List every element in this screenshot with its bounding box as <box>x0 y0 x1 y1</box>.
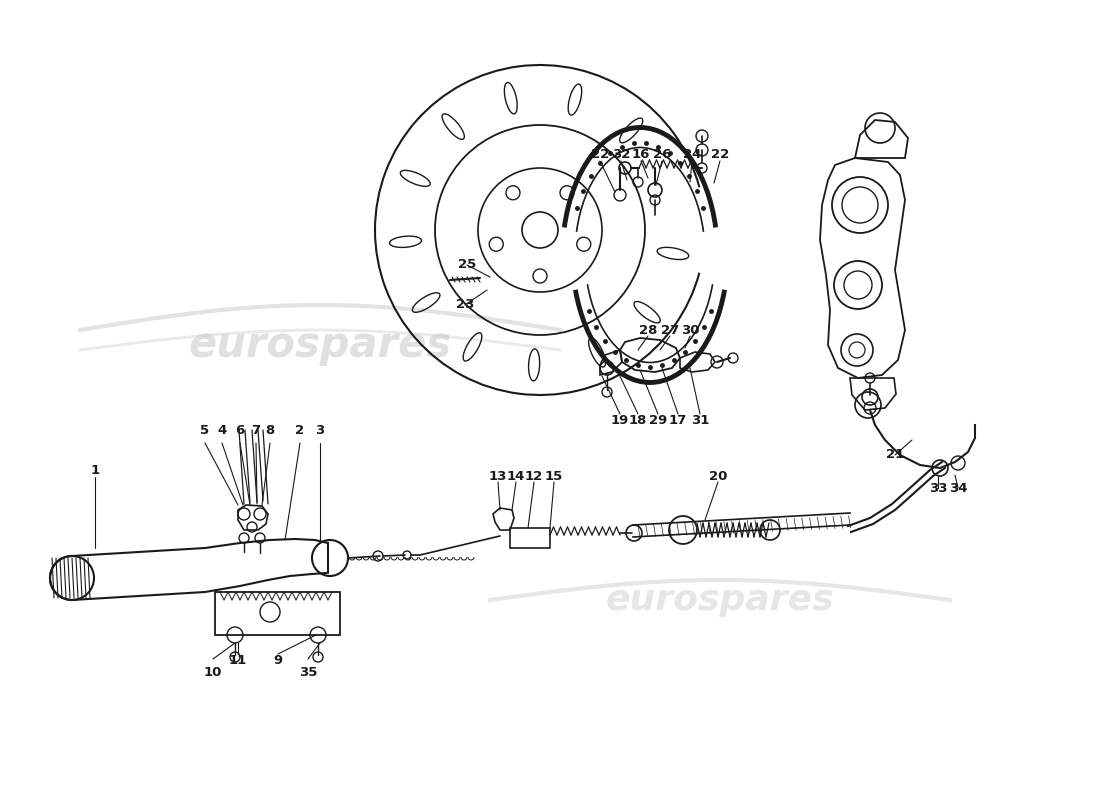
Text: 1: 1 <box>90 463 100 477</box>
Text: 9: 9 <box>274 654 283 666</box>
Text: 19: 19 <box>610 414 629 426</box>
Text: 6: 6 <box>235 423 244 437</box>
Text: eurospares: eurospares <box>188 324 452 366</box>
Text: 17: 17 <box>669 414 688 426</box>
Text: 29: 29 <box>649 414 667 426</box>
Text: 16: 16 <box>631 149 650 162</box>
Text: 15: 15 <box>544 470 563 482</box>
Text: 22: 22 <box>591 149 609 162</box>
Text: 14: 14 <box>507 470 525 482</box>
Text: eurospares: eurospares <box>606 583 834 617</box>
Text: 5: 5 <box>200 423 210 437</box>
Text: 33: 33 <box>928 482 947 494</box>
Text: 12: 12 <box>525 470 543 482</box>
Text: 28: 28 <box>639 323 657 337</box>
Text: 27: 27 <box>661 323 679 337</box>
Text: 7: 7 <box>252 423 261 437</box>
Text: 4: 4 <box>218 423 227 437</box>
Text: 30: 30 <box>681 323 700 337</box>
Text: 3: 3 <box>316 423 324 437</box>
Text: 18: 18 <box>629 414 647 426</box>
Text: 25: 25 <box>458 258 476 271</box>
Text: 22: 22 <box>711 149 729 162</box>
Text: 31: 31 <box>691 414 710 426</box>
Text: 32: 32 <box>612 149 630 162</box>
Text: 24: 24 <box>683 149 701 162</box>
Text: 13: 13 <box>488 470 507 482</box>
Text: 2: 2 <box>296 423 305 437</box>
Text: 10: 10 <box>204 666 222 679</box>
Text: 23: 23 <box>455 298 474 311</box>
Text: 21: 21 <box>886 449 904 462</box>
Text: 8: 8 <box>265 423 275 437</box>
Text: 34: 34 <box>948 482 967 494</box>
Text: 35: 35 <box>299 666 317 679</box>
Text: 20: 20 <box>708 470 727 482</box>
Text: 11: 11 <box>229 654 248 666</box>
Text: 26: 26 <box>652 149 671 162</box>
